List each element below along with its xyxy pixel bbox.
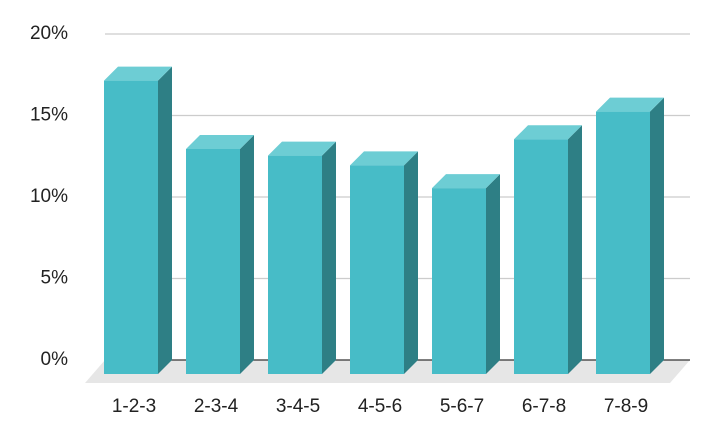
y-tick-label: 20% — [30, 23, 68, 44]
bar-top — [350, 151, 418, 166]
x-tick-label: 4-5-6 — [358, 396, 402, 417]
x-tick-label: 7-8-9 — [604, 396, 648, 417]
x-tick-label: 6-7-8 — [522, 396, 566, 417]
x-tick-label: 5-6-7 — [440, 396, 484, 417]
bar-front — [514, 139, 568, 374]
y-tick-label: 0% — [41, 349, 69, 370]
x-tick-label: 2-3-4 — [194, 396, 239, 417]
bar — [268, 141, 336, 374]
bar — [350, 151, 418, 374]
bar-top — [514, 125, 582, 140]
bar-front — [596, 111, 650, 374]
bar-side — [650, 97, 664, 374]
bar-side — [158, 66, 172, 374]
y-tick-label: 15% — [30, 105, 68, 126]
x-tick-label: 3-4-5 — [276, 396, 320, 417]
bar-side — [322, 141, 336, 374]
bar-top — [596, 97, 664, 112]
bar-front — [104, 80, 158, 374]
bar-top — [104, 66, 172, 81]
x-tick-label: 1-2-3 — [112, 396, 156, 417]
bar-front — [350, 165, 404, 374]
bar — [432, 174, 500, 374]
y-tick-label: 10% — [30, 186, 68, 207]
bar-front — [268, 155, 322, 374]
bar-top — [268, 141, 336, 156]
bar-side — [568, 125, 582, 374]
bar — [186, 135, 254, 374]
bar — [514, 125, 582, 374]
bar-side — [486, 174, 500, 374]
bar-top — [186, 135, 254, 150]
bar-side — [404, 151, 418, 374]
bar-top — [432, 174, 500, 189]
bar — [104, 66, 172, 374]
bar-front — [186, 149, 240, 374]
bar — [596, 97, 664, 374]
y-tick-label: 5% — [41, 268, 69, 289]
bar-side — [240, 135, 254, 374]
bar-front — [432, 188, 486, 374]
